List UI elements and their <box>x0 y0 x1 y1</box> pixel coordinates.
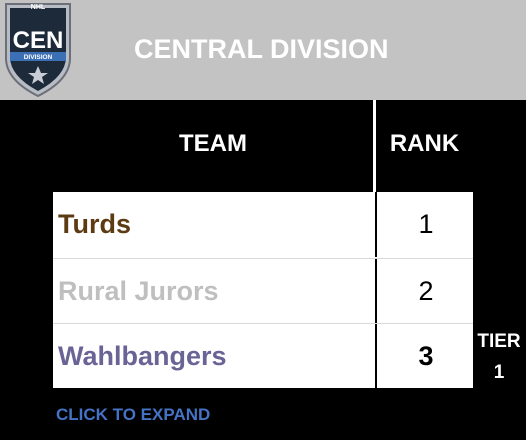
expand-link[interactable]: CLICK TO EXPAND <box>56 405 211 424</box>
tier-label: TIER <box>477 331 521 352</box>
table-row: Turds 1 <box>53 192 473 257</box>
column-header: RANK <box>389 130 460 157</box>
title: CENTRAL DIVISION <box>134 34 389 64</box>
rank: 2 <box>375 259 475 324</box>
table-row: Rural Jurors 2 <box>53 258 473 324</box>
divider <box>373 100 376 192</box>
rank: 1 <box>375 192 475 257</box>
rank: 3 <box>375 324 475 389</box>
team-name: Wahlbangers <box>58 341 227 371</box>
header <box>0 0 526 100</box>
logo-league: NHL <box>31 4 46 11</box>
team-name: Rural Jurors <box>58 276 219 306</box>
logo-abbrev: CEN <box>13 27 64 54</box>
tier-number: 1 <box>493 362 505 383</box>
table: Turds 1 Rural Jurors 2 Wahlbangers 3 <box>53 192 473 389</box>
team-name: Turds <box>58 209 131 239</box>
logo: NHL CEN DIVISION <box>5 3 71 98</box>
column-header: TEAM <box>179 130 247 157</box>
logo-subtitle: DIVISION <box>24 54 53 61</box>
table-row: Wahlbangers 3 <box>53 323 473 389</box>
